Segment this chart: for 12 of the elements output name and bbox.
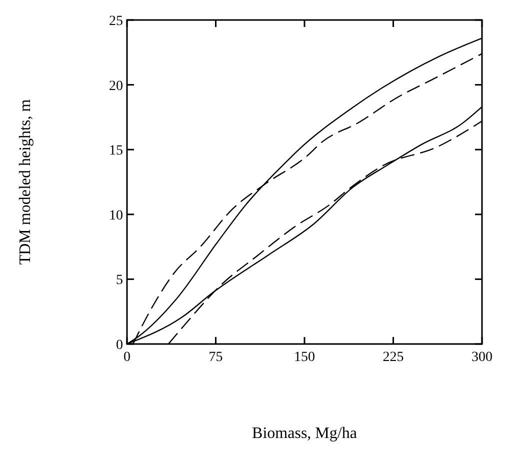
y-tick-label: 5 (116, 273, 123, 288)
x-axis-title: Biomass, Mg/ha (252, 425, 357, 442)
x-tick-label: 75 (208, 350, 223, 365)
y-tick-label: 15 (109, 144, 123, 159)
y-tick-label: 0 (116, 338, 123, 353)
y-tick-label: 20 (109, 78, 123, 94)
x-tick-label: 225 (382, 350, 404, 365)
x-tick-label: 150 (294, 350, 315, 365)
y-tick-label: 10 (109, 208, 123, 224)
x-tick-label: 300 (472, 350, 492, 365)
y-tick-label: 25 (109, 14, 123, 29)
y-axis-title: TDM modeled heights, m (17, 98, 34, 265)
